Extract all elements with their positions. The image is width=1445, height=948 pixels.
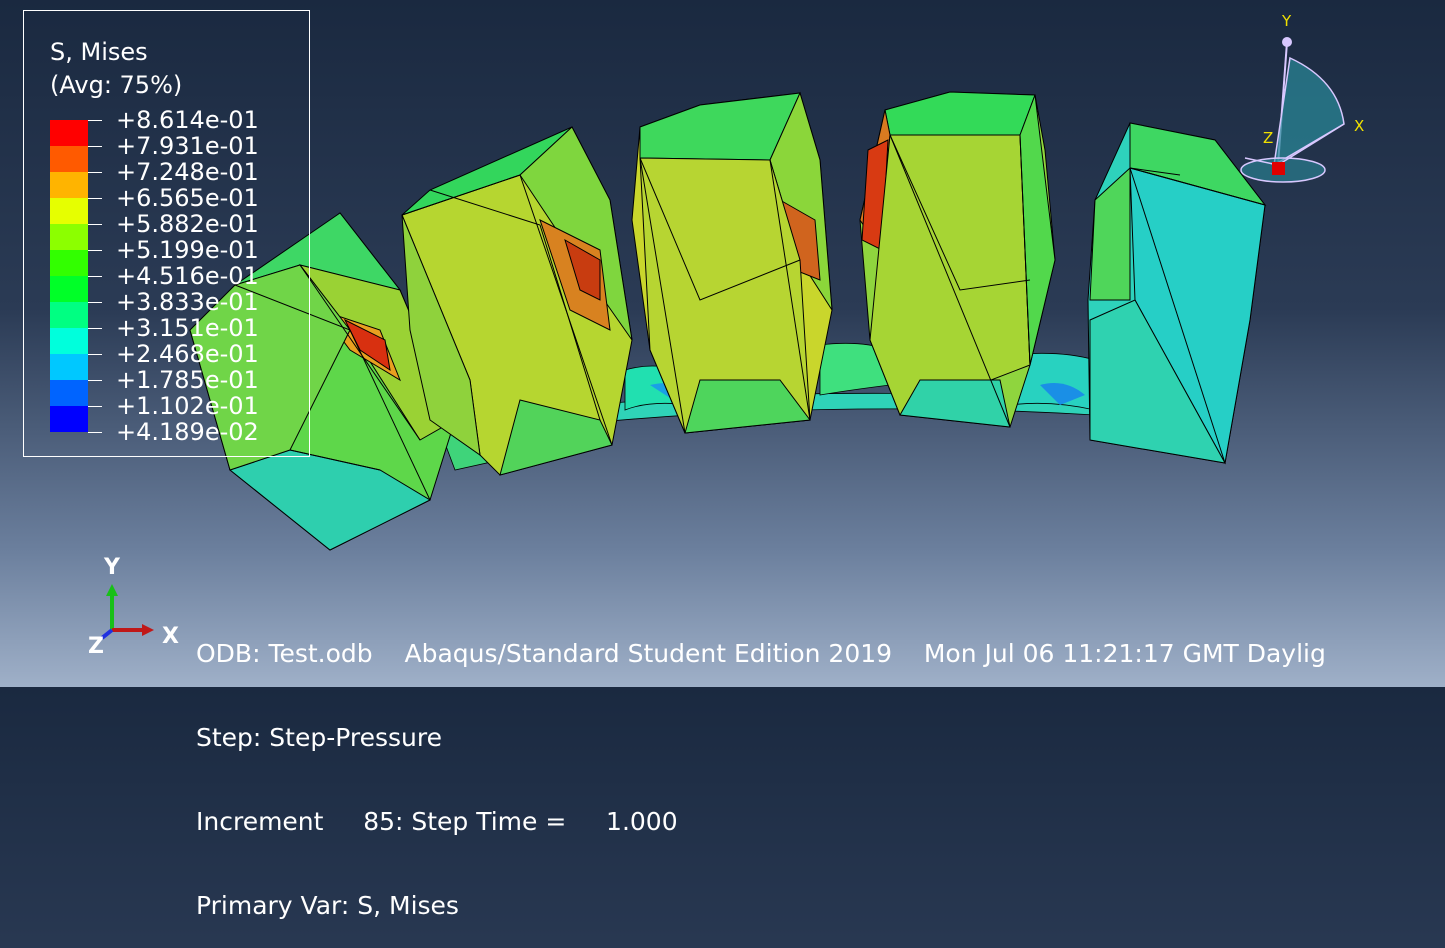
block-1 <box>189 212 456 551</box>
legend-value: +5.882e-01 <box>116 210 259 238</box>
block-2 <box>401 126 633 476</box>
legend-tick <box>88 432 102 433</box>
legend-tick <box>88 354 102 355</box>
legend-value: +7.248e-01 <box>116 158 259 186</box>
legend-tick <box>88 250 102 251</box>
legend-swatch <box>50 198 88 224</box>
legend-swatch <box>50 250 88 276</box>
legend-value: +3.151e-01 <box>116 314 259 342</box>
legend-swatch <box>50 172 88 198</box>
legend-value: +1.785e-01 <box>116 366 259 394</box>
step-name: Step: Step-Pressure <box>196 723 442 752</box>
legend-tick <box>88 302 102 303</box>
legend-value: +7.931e-01 <box>116 132 259 160</box>
legend-tick <box>88 380 102 381</box>
legend-swatch <box>50 354 88 380</box>
legend-swatch <box>50 328 88 354</box>
info-row-1: ODB: Test.odb Abaqus/Standard Student Ed… <box>196 640 1326 668</box>
contour-legend: S, Mises (Avg: 75%) +8.614e-01 +7.931e-01… <box>23 10 310 457</box>
primary-var: Primary Var: S, Mises <box>196 891 459 920</box>
legend-swatch <box>50 406 88 432</box>
legend-tick <box>88 224 102 225</box>
legend-value: +6.565e-01 <box>116 184 259 212</box>
block-5 <box>1087 122 1267 465</box>
triad-y-label: Y <box>103 555 121 580</box>
view-triad-y-label: Y <box>1281 12 1292 30</box>
legend-tick <box>88 146 102 147</box>
legend-tick <box>88 328 102 329</box>
legend-swatch <box>50 224 88 250</box>
model-viewport[interactable]: Y X Z Y X Z <box>0 0 1445 687</box>
legend-title: S, Mises <box>50 38 148 66</box>
triad-x-label: X <box>162 624 179 649</box>
legend-swatch <box>50 380 88 406</box>
view-triad[interactable]: Y X Z <box>1240 12 1364 183</box>
global-triad: Y X Z <box>88 555 179 659</box>
legend-value: +5.199e-01 <box>116 236 259 264</box>
legend-swatch <box>50 302 88 328</box>
block-4 <box>859 91 1056 428</box>
edition: Abaqus/Standard Student Edition 2019 <box>404 639 893 668</box>
viewport-info: ODB: Test.odb Abaqus/Standard Student Ed… <box>196 584 1326 948</box>
increment-info: Increment 85: Step Time = 1.000 <box>196 807 678 836</box>
legend-subtitle: (Avg: 75%) <box>50 71 183 99</box>
datetime: Mon Jul 06 11:21:17 GMT Daylig <box>923 639 1326 668</box>
legend-value: +3.833e-01 <box>116 288 259 316</box>
view-triad-x-label: X <box>1354 117 1364 135</box>
block-3 <box>631 91 833 434</box>
legend-swatch <box>50 146 88 172</box>
legend-tick <box>88 198 102 199</box>
legend-value: +8.614e-01 <box>116 106 259 134</box>
legend-swatch <box>50 276 88 302</box>
legend-value: +1.102e-01 <box>116 392 259 420</box>
legend-value: +4.189e-02 <box>116 418 259 446</box>
view-triad-z-label: Z <box>1263 129 1273 147</box>
triad-z-label: Z <box>88 634 104 659</box>
legend-tick <box>88 406 102 407</box>
legend-tick <box>88 120 102 121</box>
legend-tick <box>88 172 102 173</box>
legend-tick <box>88 276 102 277</box>
legend-value: +4.516e-01 <box>116 262 259 290</box>
odb-name: ODB: Test.odb <box>196 639 373 668</box>
legend-value: +2.468e-01 <box>116 340 259 368</box>
legend-swatch <box>50 120 88 146</box>
